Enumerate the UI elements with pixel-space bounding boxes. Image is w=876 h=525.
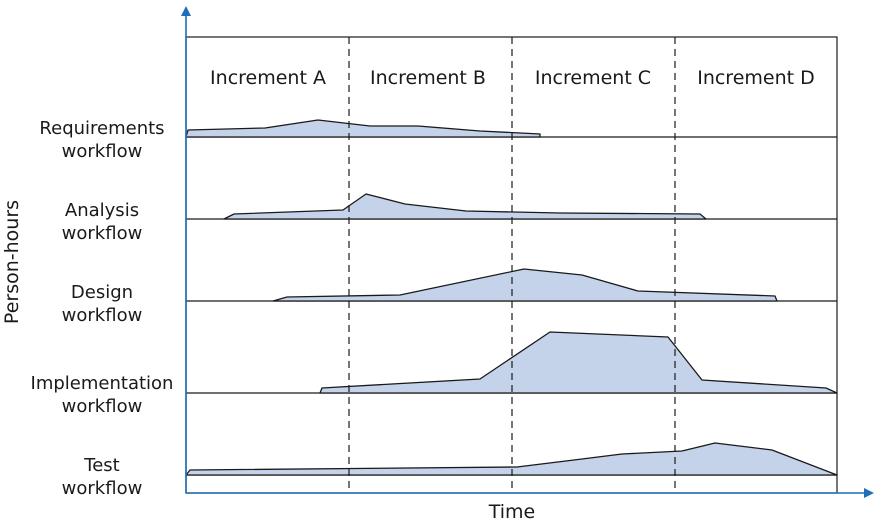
test-label-line1: Test [83,455,119,476]
test-area [185,442,838,476]
test-label-line2: workflow [62,478,143,499]
increment-c-label: Increment C [535,67,651,89]
requirements-label-line1: Requirements [39,118,164,139]
analysis-label-line2: workflow [62,223,143,244]
increment-b-label: Increment B [370,67,486,89]
design-label-line2: workflow [62,305,143,326]
y-axis-title: Person-hours [1,200,23,324]
requirements-label-line2: workflow [62,141,143,162]
implementation-area [319,331,838,394]
requirements-area [185,119,541,138]
design-area [272,268,778,302]
implementation-label-line1: Implementation [31,373,174,394]
implementation-label-line2: workflow [62,396,143,417]
analysis-area [223,193,707,220]
x-axis-title: Time [488,501,536,520]
increment-d-label: Increment D [697,67,815,89]
design-label-line1: Design [71,282,133,303]
increment-a-label: Increment A [210,67,326,89]
analysis-label-line1: Analysis [65,200,139,221]
